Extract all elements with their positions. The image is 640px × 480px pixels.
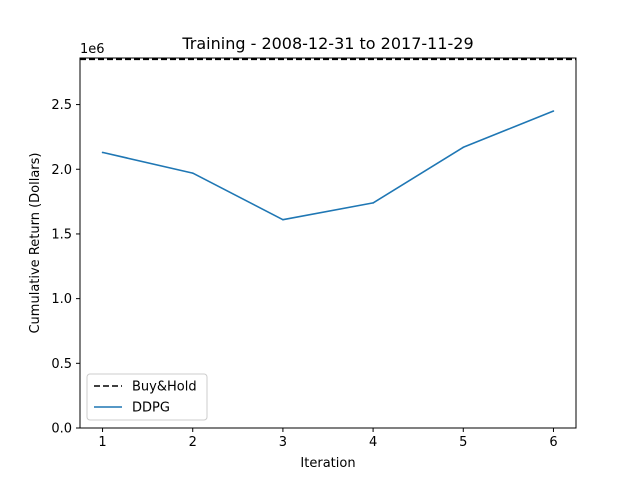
y-axis: 0.0 0.5 1.0 1.5 2.0 2.5	[51, 98, 80, 437]
y-tick-label: 2.5	[51, 98, 72, 113]
x-tick-label: 6	[549, 435, 557, 450]
plot-area	[80, 58, 576, 428]
y-scale-label: 1e6	[80, 42, 105, 57]
legend-label: Buy&Hold	[132, 380, 197, 395]
ddpg-point	[552, 110, 555, 112]
x-axis: 1 2 3 4 5 6	[98, 428, 558, 450]
legend: Buy&Hold DDPG	[86, 373, 208, 421]
y-tick-label: 2.0	[51, 163, 72, 178]
y-tick-label: 1.5	[51, 227, 72, 242]
y-tick-label: 1.0	[51, 292, 72, 307]
ddpg-series-line	[102, 110, 554, 221]
ddpg-point	[462, 146, 465, 149]
chart-marks	[80, 58, 576, 221]
x-axis-title: Iteration	[300, 456, 355, 471]
y-tick-label: 0.0	[51, 422, 72, 437]
plot-frame	[79, 57, 577, 429]
ddpg-point	[372, 202, 374, 204]
x-tick-label: 1	[98, 435, 106, 450]
x-tick-label: 3	[279, 435, 287, 450]
chart-title: Training - 2008-12-31 to 2017-11-29	[181, 34, 473, 53]
y-tick-label: 0.5	[51, 357, 72, 372]
x-tick-label: 4	[369, 435, 377, 450]
ddpg-point	[282, 218, 284, 221]
ddpg-point	[191, 172, 194, 174]
y-axis-title: Cumulative Return (Dollars)	[28, 152, 43, 333]
ddpg-point	[101, 151, 104, 154]
x-tick-label: 5	[459, 435, 467, 450]
legend-label: DDPG	[132, 401, 170, 416]
x-tick-label: 2	[189, 435, 197, 450]
